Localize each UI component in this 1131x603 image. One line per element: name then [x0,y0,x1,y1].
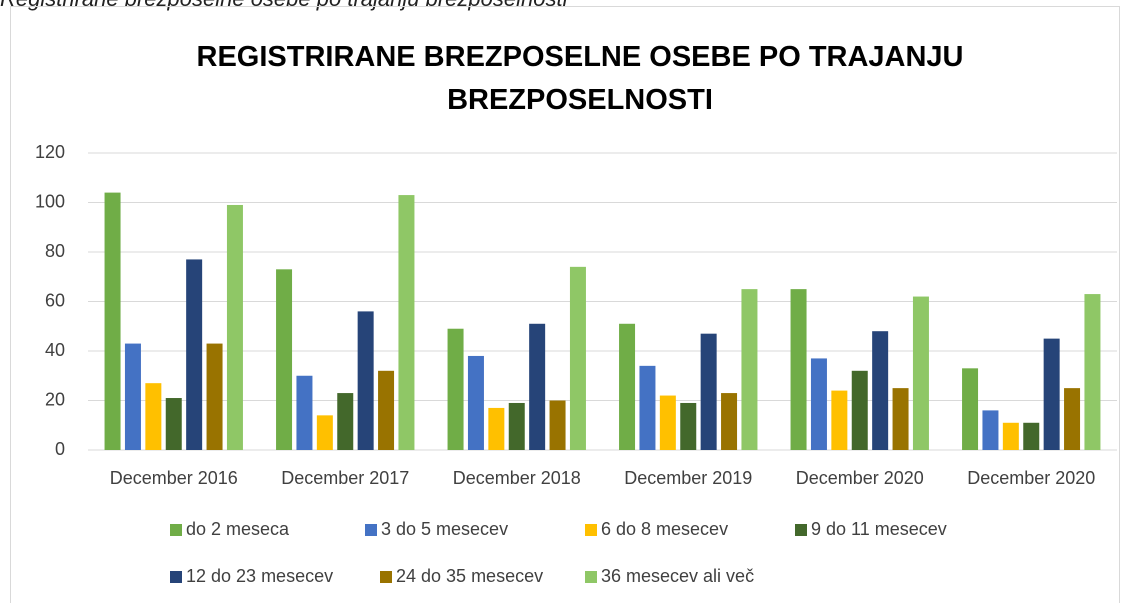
legend-label: 9 do 11 mesecev [811,519,947,539]
y-tick-label: 0 [55,439,65,459]
bar [639,365,656,450]
bar [619,323,636,450]
x-tick-label: December 2020 [796,468,924,488]
bar [104,192,121,450]
y-tick-label: 20 [45,389,65,409]
bar [186,259,203,450]
bar [962,368,979,450]
legend-swatch [585,571,597,583]
x-tick-label: December 2017 [281,468,409,488]
y-tick-label: 120 [35,142,65,162]
legend-label: 36 mesecev ali več [601,566,754,586]
bar [892,388,909,450]
bar [226,204,243,450]
bar [1064,388,1081,450]
bar [790,289,807,450]
bar [912,296,929,450]
bar [700,333,717,450]
legend-label: do 2 meseca [186,519,290,539]
bar [872,331,889,450]
x-tick-label: December 2019 [624,468,752,488]
bar [982,410,999,450]
bar [337,393,354,450]
caption: Registrirane brezposelne osebe po trajan… [0,0,567,12]
x-tick-label: December 2016 [110,468,238,488]
bar [810,358,827,450]
legend-label: 6 do 8 mesecev [601,519,728,539]
bar [488,407,505,450]
legend-swatch [170,571,182,583]
legend-swatch [170,524,182,536]
y-tick-label: 80 [45,241,65,261]
bar [1043,338,1060,450]
legend-label: 3 do 5 mesecev [381,519,508,539]
bar [316,415,333,450]
legend-swatch [380,571,392,583]
bar [357,311,374,450]
y-tick-label: 100 [35,191,65,211]
bar [569,266,586,450]
x-tick-label: December 2018 [453,468,581,488]
bar [851,370,868,450]
bar [1084,294,1101,450]
bar [1002,422,1019,450]
chart-frame [10,6,1120,603]
bar [467,355,484,450]
bar [1023,422,1040,450]
bar [741,289,758,450]
y-tick-label: 40 [45,340,65,360]
bar [549,400,566,450]
legend-swatch [365,524,377,536]
legend-swatch [585,524,597,536]
bar [447,328,464,450]
legend-label: 24 do 35 mesecev [396,566,543,586]
legend-swatch [795,524,807,536]
bar [276,269,293,450]
x-tick-label: December 2020 [967,468,1095,488]
bar [206,343,223,450]
bar [378,370,395,450]
bar [296,375,313,450]
chart-title: REGISTRIRANE BREZPOSELNE OSEBE PO TRAJAN… [196,41,964,116]
bar [124,343,141,450]
bar [508,402,525,450]
bar [659,395,676,450]
bar [721,393,738,450]
bar [145,383,162,450]
bar [680,402,697,450]
bar [831,390,848,450]
bar [165,398,182,450]
bar [398,195,415,450]
legend-label: 12 do 23 mesecev [186,566,333,586]
y-tick-label: 60 [45,290,65,310]
bar [529,323,546,450]
